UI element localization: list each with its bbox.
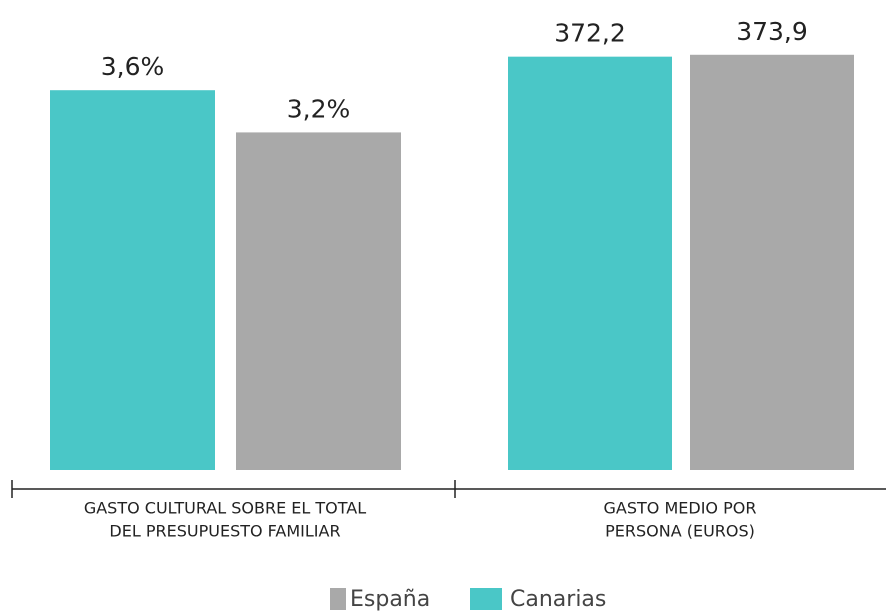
value-label: 3,6%: [101, 52, 165, 81]
bar: [236, 132, 401, 470]
value-label: 372,2: [554, 19, 626, 48]
legend-swatch: [470, 588, 502, 610]
value-label: 3,2%: [287, 94, 351, 123]
legend-label: España: [350, 587, 430, 612]
legend-label: Canarias: [510, 587, 606, 612]
x-axis-label: PERSONA (EUROS): [605, 522, 755, 541]
legend-swatch: [330, 588, 346, 610]
value-label: 373,9: [736, 17, 808, 46]
x-axis-label: GASTO MEDIO POR: [604, 499, 757, 518]
x-axis-label: DEL PRESUPUESTO FAMILIAR: [109, 522, 340, 541]
x-axis-label: GASTO CULTURAL SOBRE EL TOTAL: [84, 499, 366, 518]
bar: [508, 56, 672, 470]
bar: [690, 54, 854, 471]
bar: [50, 90, 215, 470]
